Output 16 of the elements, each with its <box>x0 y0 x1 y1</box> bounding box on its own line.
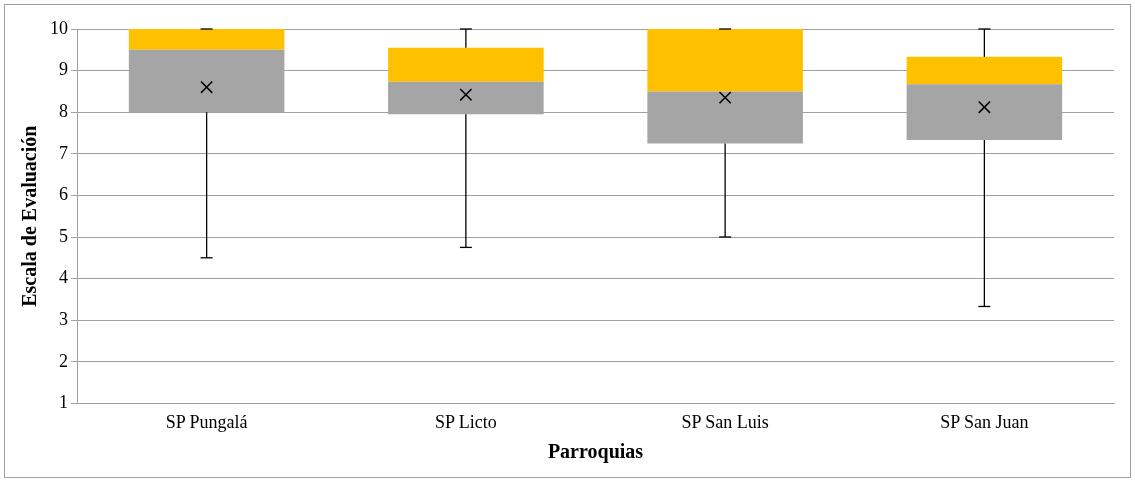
y-tick-label: 8 <box>59 100 68 121</box>
x-tick-label: SP Licto <box>434 411 497 432</box>
y-tick-label: 9 <box>59 59 68 80</box>
y-tick-label: 6 <box>59 184 68 205</box>
y-tick-label: 2 <box>59 350 68 371</box>
x-tick-label: SP Pungalá <box>165 411 248 432</box>
y-axis-title: Escala de Evaluación <box>18 125 41 307</box>
y-tick-label: 7 <box>59 142 68 163</box>
x-tick-label: SP San Luis <box>681 411 769 432</box>
x-axis-title: Parroquias <box>547 440 644 464</box>
y-tick-label: 4 <box>59 267 68 288</box>
y-tick-label: 1 <box>59 392 68 413</box>
y-tick-label: 10 <box>50 17 68 38</box>
y-tick-label: 5 <box>59 225 68 246</box>
x-tick-label: SP San Juan <box>940 411 1029 432</box>
y-tick-label: 3 <box>59 308 68 329</box>
